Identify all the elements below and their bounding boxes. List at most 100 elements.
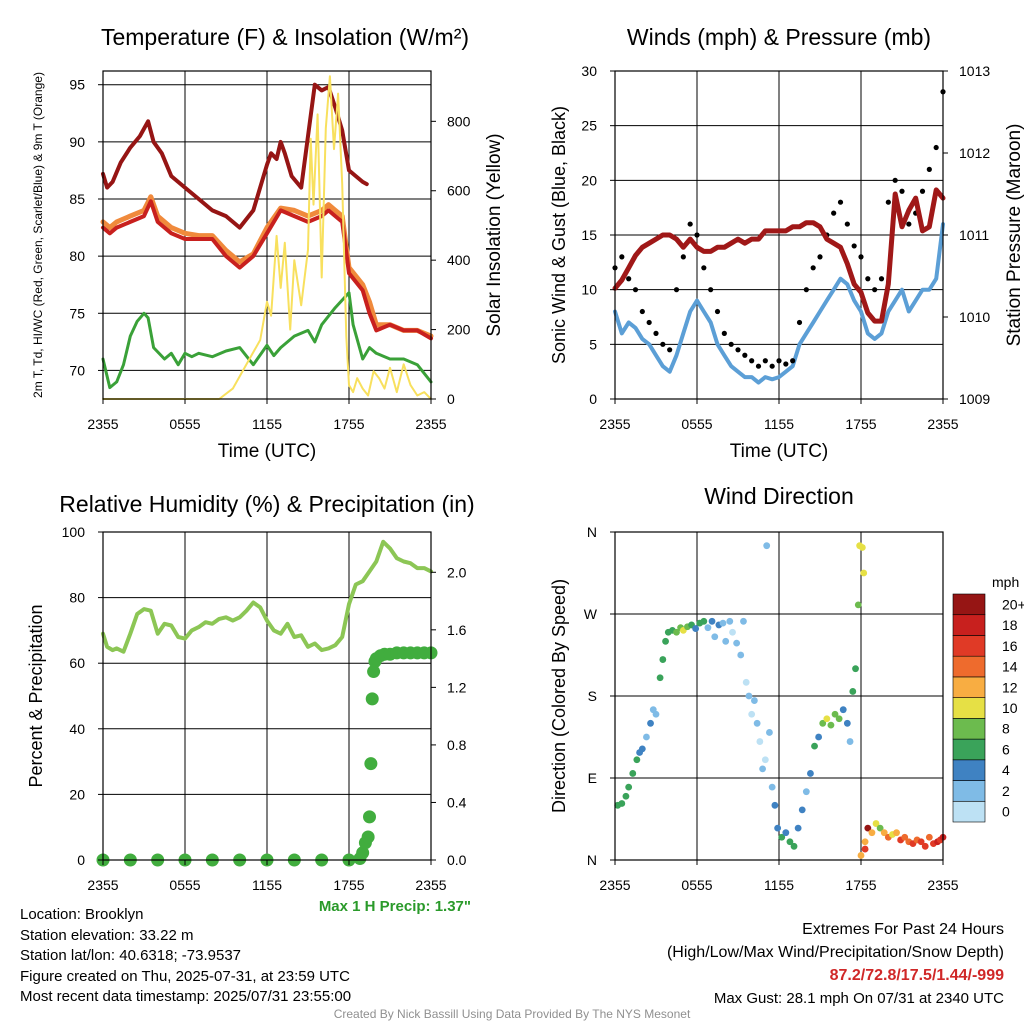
- y-tick-label: 20: [69, 786, 85, 802]
- series-wind-line: [613, 222, 945, 385]
- y-right-tick-label: 1009: [959, 391, 990, 407]
- x-tick-label: 1755: [845, 416, 876, 432]
- gust-point: [844, 221, 850, 227]
- colorbar-label: 8: [1002, 721, 1010, 737]
- colorbar-swatch: [952, 635, 986, 657]
- colorbar-label: 4: [1002, 762, 1010, 778]
- direction-point: [893, 829, 900, 837]
- direction-point: [782, 829, 790, 837]
- plot-0: [100, 75, 434, 400]
- y-right-axis-label: Solar Insolation (Yellow): [484, 133, 505, 336]
- series-temp_9m-line: [100, 194, 434, 339]
- gust-point: [803, 287, 809, 293]
- series-rh-line: [101, 539, 433, 654]
- x-tick-label: 2355: [415, 877, 446, 893]
- gust-point: [708, 287, 714, 293]
- colorbar-swatch: [952, 800, 986, 823]
- direction-point: [652, 710, 660, 718]
- y-ticks-1: 0 5 10 15 20 25 30: [581, 63, 615, 407]
- x-tick-label: 2355: [599, 416, 630, 432]
- y-right-ticks-0: 0 200 400 600 800: [431, 113, 471, 407]
- colorbar-swatch: [952, 697, 986, 719]
- direction-point: [745, 692, 753, 700]
- gust-point: [639, 308, 645, 315]
- y-tick-label: 70: [69, 362, 85, 378]
- grid-2: [102, 531, 432, 861]
- direction-point: [618, 800, 626, 807]
- direction-point: [656, 674, 664, 682]
- direction-point: [852, 665, 859, 673]
- direction-point: [880, 829, 888, 837]
- direction-point: [708, 617, 716, 625]
- series-heat_index-line: [101, 82, 369, 230]
- gust-point: [783, 361, 789, 367]
- gust-point: [667, 347, 673, 353]
- gust-point: [865, 276, 871, 282]
- x-ticks-1: 2355 0555 1155 1755 2355: [599, 399, 959, 432]
- series-pressure-line: [612, 187, 946, 324]
- plot-1: [612, 89, 946, 385]
- y-tick-label: 85: [69, 191, 85, 207]
- direction-point: [719, 619, 727, 627]
- series-insolation-line: [102, 75, 432, 400]
- series-dewpoint-line: [101, 291, 433, 390]
- y-right-axis-label: Station Pressure (Maroon): [1004, 124, 1024, 347]
- x-tick-label: 0555: [169, 877, 200, 893]
- extremes-values: 87.2/72.8/17.5/1.44/-999: [829, 967, 1004, 984]
- y-tick-label: 90: [69, 134, 85, 150]
- colorbar-swatch: [952, 738, 986, 761]
- y-right-tick-label: 1013: [959, 63, 990, 79]
- x-ticks-0: 2355 0555 1155 1755 2355: [87, 399, 447, 432]
- direction-point: [638, 745, 646, 753]
- colorbar-swatch: [952, 593, 986, 616]
- gust-point: [878, 276, 885, 282]
- colorbar-swatch: [952, 718, 986, 740]
- y-tick-label: 20: [581, 172, 597, 188]
- direction-point: [722, 637, 730, 645]
- y-right-tick-label: 1010: [959, 309, 990, 325]
- direction-point: [839, 706, 847, 714]
- y-axis-label: 2m T, Td, HI/WC (Red, Green, Scarlet/Blu…: [31, 72, 45, 398]
- x-tick-label: 1155: [764, 877, 794, 893]
- gust-point: [831, 210, 837, 216]
- x-tick-label: 1155: [764, 416, 794, 432]
- panel-2: 2355 0555 1155 1755 23550204060801000.00.40.…: [26, 491, 475, 915]
- direction-point: [857, 852, 865, 859]
- direction-point: [858, 544, 866, 551]
- chart-title: Temperature (F) & Insolation (W/m²): [101, 24, 469, 50]
- gust-point: [892, 177, 898, 183]
- y-right-ticks-2: 0.0 0.4 0.8 1.2 1.6 2.0: [431, 564, 467, 868]
- direction-point: [729, 628, 736, 636]
- x-tick-label: 1755: [845, 877, 876, 893]
- panel-0: 2355 0555 1155 1755 2355 70 75 80 85 90 95 0 200 400 6…: [31, 24, 505, 462]
- precip-point: [356, 846, 370, 860]
- chart-title: Winds (mph) & Pressure (mb): [627, 24, 931, 50]
- y-tick-label: 40: [69, 721, 85, 737]
- y-axis-label: Sonic Wind & Gust (Blue, Black): [549, 106, 569, 364]
- y-tick-label: E: [588, 770, 597, 786]
- colorbar-label: 14: [1002, 659, 1018, 675]
- precip-point: [365, 692, 379, 706]
- direction-point: [629, 770, 637, 777]
- colorbar: 0 2 4 6 8 10 12 14 16 18 20+ mph: [952, 574, 1024, 823]
- direction-point: [831, 710, 839, 718]
- gust-point: [721, 330, 727, 336]
- direction-point: [759, 765, 766, 773]
- gust-point: [728, 341, 734, 347]
- y-right-tick-label: 800: [447, 113, 471, 129]
- y-tick-label: 5: [589, 336, 597, 352]
- y-tick-label: 30: [581, 63, 597, 79]
- direction-point: [643, 733, 650, 741]
- colorbar-label: 0: [1002, 804, 1010, 820]
- gust-point: [673, 287, 680, 293]
- gust-point: [660, 341, 666, 347]
- y-tick-label: 10: [581, 282, 597, 298]
- x-axis-label: Time (UTC): [218, 441, 317, 462]
- direction-point: [771, 801, 779, 809]
- y-tick-label: N: [587, 524, 597, 540]
- y-tick-label: 95: [69, 77, 85, 93]
- x-ticks-3: 2355 0555 1155 1755 2355: [599, 860, 959, 893]
- y-right-tick-label: 1.2: [447, 679, 467, 695]
- direction-point: [647, 719, 654, 727]
